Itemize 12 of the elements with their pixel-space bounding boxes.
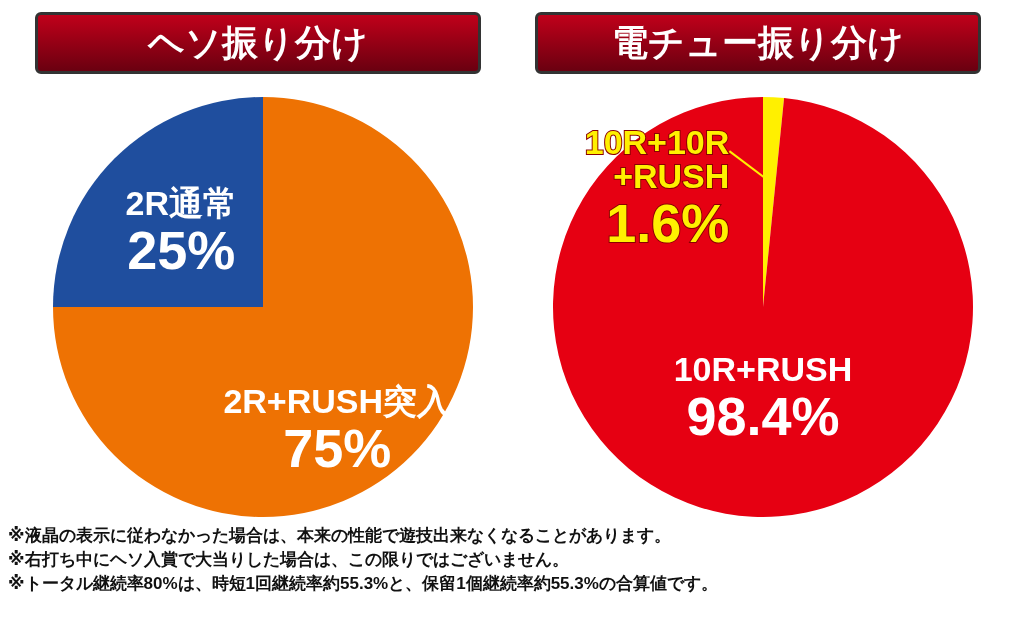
- chart-title: ヘソ振り分け: [35, 12, 481, 74]
- text: ※液晶の表示に従わなかった場合は、本来の性能で遊技出来なくなることがあります。: [8, 525, 672, 547]
- pie-slice: [53, 97, 473, 517]
- text: ※トータル継続率80%は、時短1回継続率約55.3%と、保留1個継続率約55.3%の合算値です。: [8, 573, 719, 595]
- pie-slice: [553, 97, 973, 517]
- slice-label: 2R通常: [125, 184, 238, 223]
- text: ※右打ち中にヘソ入賞で大当りした場合は、この限りではございません。: [8, 549, 570, 571]
- slice-label: 10R+RUSH: [673, 350, 853, 388]
- data-label: 25%: [127, 220, 236, 281]
- data-label: 1.6%: [606, 193, 730, 254]
- chart-title: 電チュー振り分け: [535, 12, 981, 74]
- data-label: 98.4%: [686, 386, 840, 446]
